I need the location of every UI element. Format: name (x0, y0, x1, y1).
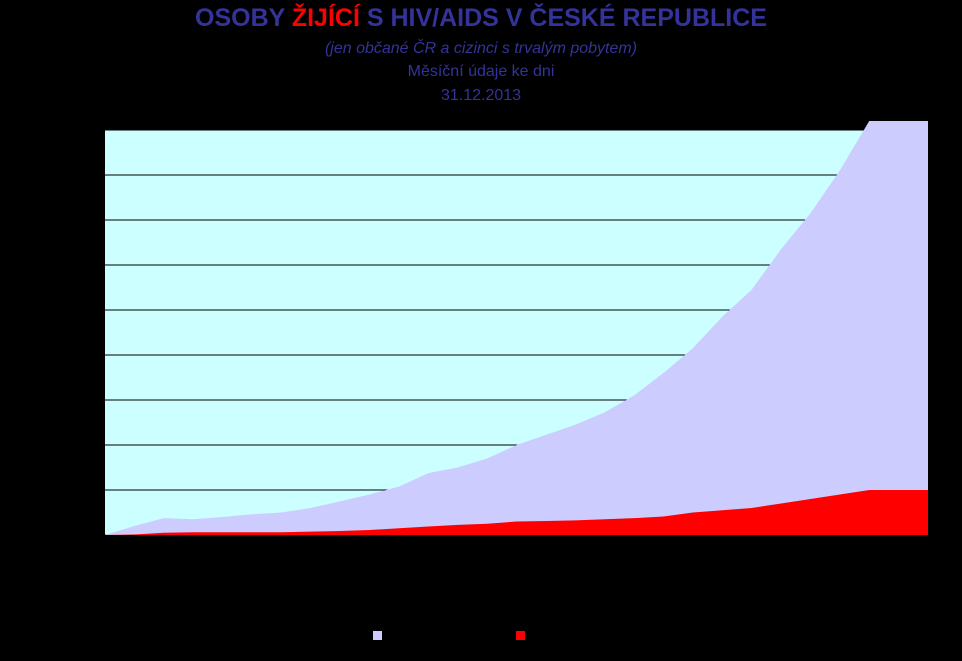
x-axis-ticks: 1986 1987 1988 1989 1990 1991 1992 1993 1994 1995… (97, 542, 935, 572)
x-tick-label: 1999 (479, 543, 494, 572)
x-tick-label: 2010 (802, 543, 817, 572)
y-tick-label: 200 (73, 482, 95, 497)
y-tick-label: 0 (88, 527, 95, 542)
x-tick-label: 1994 (332, 542, 347, 572)
x-tick-label: 2004 (626, 542, 641, 572)
x-tick-label: 2000 (509, 543, 524, 572)
date-note-line2: 31.12.2013 (440, 87, 522, 104)
x-tick-label: 1986 (97, 543, 112, 572)
x-tick-label: 2001 (538, 543, 553, 572)
x-tick-label: 1988 (156, 543, 171, 572)
y-tick-label: 1600 (66, 167, 95, 182)
x-tick-label: 2011 (832, 543, 847, 571)
series-area-hiv (105, 121, 928, 535)
title-part: OSOBY (195, 4, 292, 32)
y-tick-label: 600 (73, 392, 95, 407)
x-tick-label: 1990 (215, 543, 230, 572)
x-tick-label: 2013 (891, 543, 906, 572)
legend-label-aids: z toho AIDS (530, 629, 604, 645)
title-part: S HIV/AIDS V ČESKÉ REPUBLICE (359, 4, 767, 32)
x-tick-label: 1996 (391, 543, 406, 572)
y-tick-label: 1000 (66, 302, 95, 317)
x-tick-label: 2006 (685, 543, 700, 572)
x-tick-label: 1987 (126, 543, 141, 572)
y-tick-label: 1200 (66, 257, 95, 272)
x-tick-label: 1995 (362, 543, 377, 572)
x-tick-label: 2007 (714, 543, 729, 572)
chart-title: OSOBY ŽIJÍCÍ S HIV/AIDS V ČESKÉ REPUBLIC… (0, 4, 962, 33)
x-tick-label: 1991 (244, 543, 259, 572)
x-tick-label: 2002 (567, 543, 582, 572)
x-tick-label: 1993 (303, 543, 318, 572)
x-tick-label: 2012 (861, 543, 876, 572)
date-note-line1: Měsíční údaje ke dni (407, 63, 555, 80)
y-axis-ticks: 0 200 400 600 800 1000 1200 1400 1600 1800 (66, 122, 95, 542)
x-tick-label: 2003 (597, 543, 612, 572)
series-area-aids (105, 490, 928, 535)
x-tick-label: 2014 (920, 542, 935, 572)
x-tick-label: 2005 (655, 543, 670, 572)
y-tick-label: 800 (73, 347, 95, 362)
x-tick-label: 1997 (420, 543, 435, 572)
legend-swatch-hiv (373, 631, 382, 640)
x-tick-label: 1992 (273, 543, 288, 572)
legend-swatch-aids (516, 631, 525, 640)
y-tick-label: 1800 (66, 122, 95, 137)
chart-subtitle: (jen občané ČR a cizinci s trvalým pobyt… (324, 40, 638, 57)
legend-label-hiv: HIV+ celkem (387, 629, 467, 645)
x-tick-label: 2008 (744, 543, 759, 572)
title-highlight: ŽIJÍCÍ (291, 4, 360, 32)
x-tick-label: 2009 (773, 543, 788, 572)
x-tick-label: 1989 (185, 543, 200, 572)
x-tick-label: 1998 (450, 543, 465, 572)
x-axis-label: období (100, 629, 143, 645)
y-tick-label: 1400 (66, 212, 95, 227)
y-tick-label: 400 (73, 437, 95, 452)
